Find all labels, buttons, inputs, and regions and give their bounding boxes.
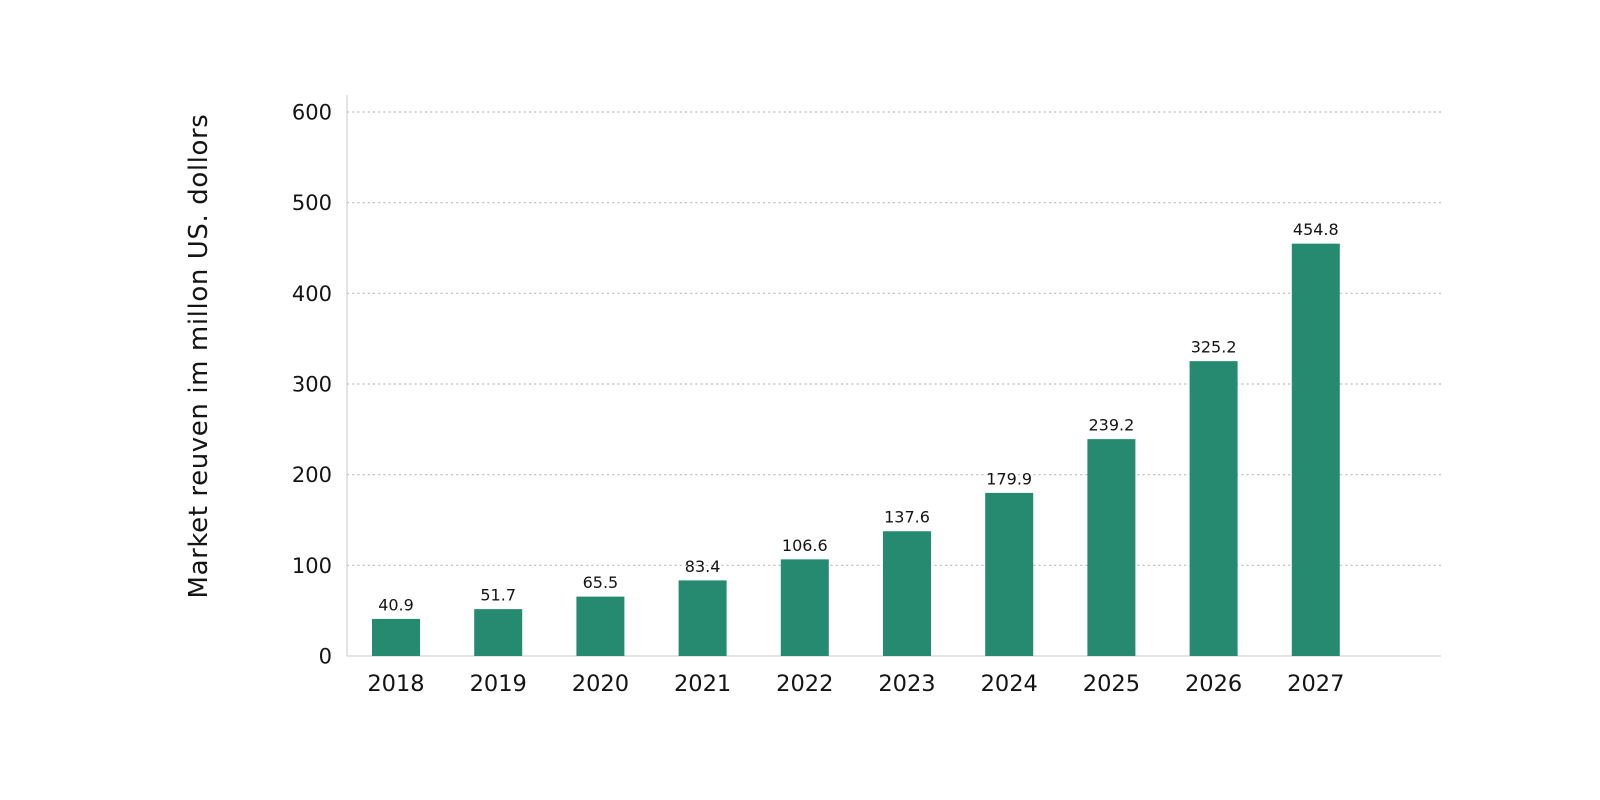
bar-value-label-2019: 51.7 (480, 586, 516, 605)
bar-2021 (678, 580, 727, 656)
bar-2027 (1291, 243, 1340, 656)
bar-value-label-2021: 83.4 (685, 557, 721, 576)
x-tick-label-2025: 2025 (1083, 671, 1140, 697)
bar-2024 (985, 492, 1034, 656)
x-tick-label-2026: 2026 (1185, 671, 1242, 697)
bar-value-label-2022: 106.6 (782, 536, 828, 555)
bar-2020 (576, 596, 625, 656)
y-tick-label-600: 600 (292, 101, 332, 125)
x-tick-label-2022: 2022 (776, 671, 833, 697)
y-tick-label-300: 300 (292, 373, 332, 397)
y-tick-label-0: 0 (319, 645, 332, 669)
bar-value-label-2024: 179.9 (986, 469, 1032, 488)
y-tick-label-500: 500 (292, 191, 332, 215)
bar-2018 (372, 618, 420, 656)
x-tick-label-2019: 2019 (470, 671, 527, 697)
y-tick-label-400: 400 (292, 282, 332, 306)
bar-2026 (1189, 361, 1238, 656)
bar-2025 (1087, 439, 1136, 656)
bar-value-label-2026: 325.2 (1191, 338, 1237, 357)
bar-2019 (474, 609, 523, 656)
x-tick-label-2018: 2018 (367, 671, 424, 697)
x-tick-label-2023: 2023 (878, 671, 935, 697)
bar-value-label-2023: 137.6 (884, 508, 930, 527)
y-tick-label-100: 100 (292, 554, 332, 578)
bar-value-label-2027: 454.8 (1293, 220, 1339, 239)
bar-value-label-2018: 40.9 (378, 595, 414, 614)
x-tick-label-2027: 2027 (1287, 671, 1344, 697)
bar-value-label-2020: 65.5 (583, 573, 619, 592)
y-tick-label-200: 200 (292, 463, 332, 487)
x-tick-label-2021: 2021 (674, 671, 731, 697)
x-tick-label-2020: 2020 (572, 671, 629, 697)
bar-2022 (780, 559, 829, 656)
bar-2023 (883, 531, 931, 656)
bar-value-label-2025: 239.2 (1088, 416, 1134, 435)
x-tick-label-2024: 2024 (981, 671, 1038, 697)
